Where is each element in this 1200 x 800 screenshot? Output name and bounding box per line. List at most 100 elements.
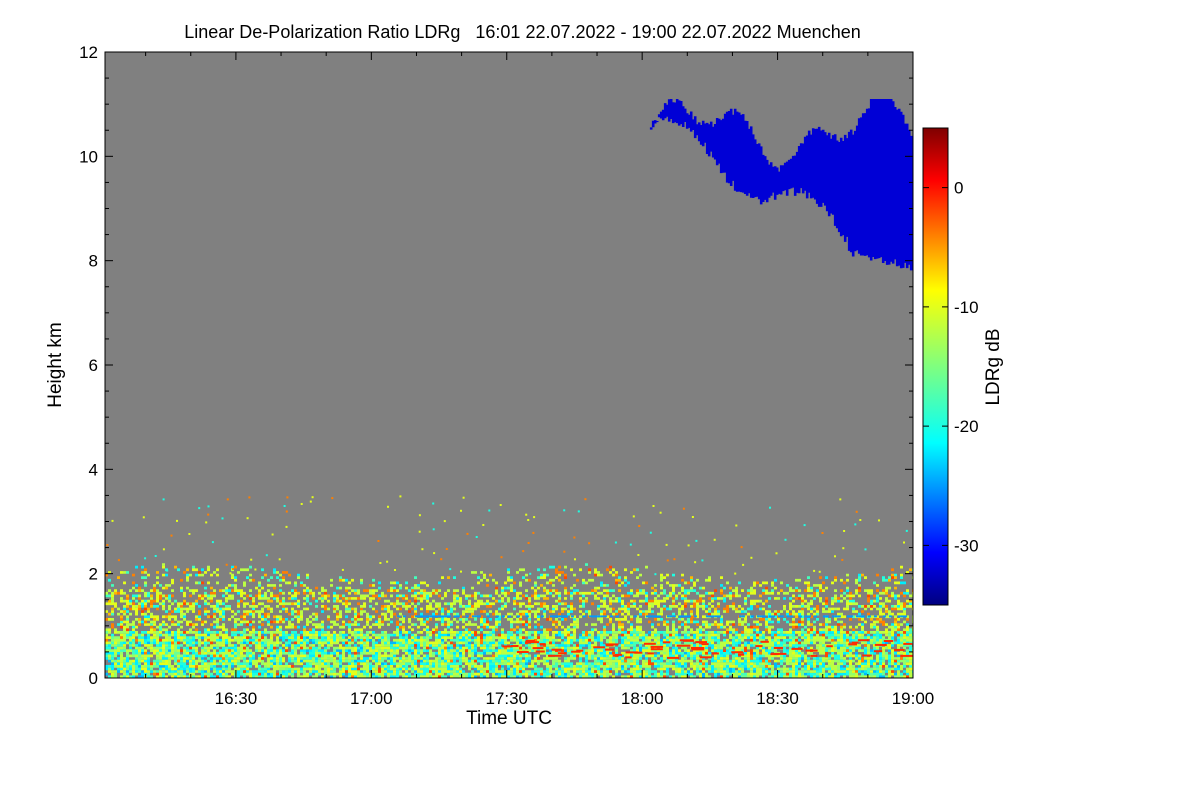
layer-line-point	[741, 615, 745, 618]
layer-line-point	[591, 615, 595, 618]
layer-line-point	[759, 615, 763, 618]
layer-line-point	[477, 615, 481, 618]
sparse-point	[285, 510, 288, 513]
red-streak	[701, 643, 709, 646]
speckle-layer	[105, 565, 909, 678]
red-streak	[894, 648, 905, 651]
sparse-point	[532, 531, 535, 534]
sparse-point	[386, 560, 389, 563]
red-streak	[634, 651, 643, 654]
upper-cloud	[649, 99, 913, 271]
layer-line-point	[555, 615, 559, 618]
sparse-point	[859, 519, 862, 521]
sparse-point	[443, 520, 446, 523]
layer-line-point	[822, 615, 826, 618]
colorbar-label: LDRg dB	[983, 328, 1004, 406]
layer-line-point	[417, 615, 421, 618]
colorbar	[922, 127, 949, 606]
layer-line-point	[525, 615, 529, 618]
sparse-point	[418, 514, 421, 517]
sparse-point	[573, 536, 576, 539]
sparse-point	[818, 570, 821, 573]
layer-line-point	[771, 615, 775, 618]
sparse-point	[166, 569, 169, 572]
sparse-point	[205, 521, 208, 524]
sparse-point	[649, 531, 652, 534]
sparse-point	[533, 516, 536, 519]
y-tick-label: 8	[89, 252, 98, 271]
layer-line-point	[456, 615, 460, 618]
sparse-point	[432, 502, 435, 505]
layer-line-point	[471, 615, 475, 618]
sparse-point	[162, 498, 165, 501]
red-streak	[760, 640, 769, 643]
sparse-point	[300, 503, 303, 505]
y-tick-label: 6	[89, 356, 98, 375]
layer-line-point	[717, 615, 721, 618]
sparse-point	[232, 568, 235, 570]
sparse-point	[142, 516, 145, 519]
sparse-point	[488, 509, 491, 512]
layer-line-point	[684, 615, 688, 618]
sparse-point	[588, 542, 591, 545]
layer-line-point	[465, 615, 469, 618]
sparse-point	[637, 554, 640, 556]
axes: 16:30 17:00 17:30 18:00 18:30 19:00 0 2 4 6 8 10 12	[79, 43, 934, 708]
red-streak	[525, 639, 535, 642]
y-tick-label: 2	[89, 565, 98, 584]
sparse-point	[522, 550, 525, 553]
layer-line-point	[855, 615, 859, 618]
colorbar-tick-label: -30	[954, 536, 979, 555]
red-streak	[695, 641, 707, 644]
sparse-point	[574, 558, 576, 561]
red-streak	[879, 644, 887, 646]
layer-line-point	[597, 615, 601, 618]
red-streak	[557, 652, 567, 655]
red-streak	[532, 647, 544, 650]
red-streak	[605, 643, 619, 646]
sparse-point	[387, 505, 389, 508]
sparse-point	[740, 546, 743, 549]
sparse-point	[283, 505, 286, 507]
sparse-point	[854, 523, 857, 526]
sparse-point	[309, 500, 312, 503]
layer-line-point	[426, 615, 430, 618]
sparse-point	[742, 563, 745, 566]
red-streak	[604, 648, 615, 651]
sparse-point	[784, 538, 787, 541]
sparse-point	[394, 569, 396, 571]
red-streak	[791, 647, 803, 650]
sparse-point	[198, 507, 201, 510]
layer-line-point	[693, 615, 697, 618]
sparse-point	[691, 516, 694, 518]
layer-line-point	[516, 615, 520, 618]
layer-line-point	[789, 615, 793, 618]
sparse-point	[226, 498, 229, 501]
layer-line-point	[423, 615, 427, 618]
sparse-point	[629, 543, 632, 546]
layer-line-point	[588, 615, 592, 618]
sparse-point	[311, 496, 314, 499]
layer-line-point	[561, 615, 565, 618]
layer-line-point	[705, 615, 709, 618]
layer-line-point	[444, 615, 448, 618]
layer-line-point	[432, 615, 436, 618]
red-streak	[862, 654, 872, 657]
sparse-point	[842, 547, 845, 550]
layer-line-point	[900, 615, 904, 618]
layer-line-point	[558, 615, 562, 618]
speckle-layer	[105, 631, 913, 678]
red-streak	[643, 642, 656, 645]
x-tick-label: 17:30	[485, 689, 528, 708]
sparse-point	[499, 504, 502, 506]
layer-line-point	[651, 615, 655, 618]
layer-line-point	[687, 615, 691, 618]
sparse-point	[170, 534, 173, 537]
sparse-point	[225, 563, 228, 566]
layer-line-point	[609, 615, 613, 618]
sparse-point	[666, 559, 669, 562]
x-tick-label: 18:30	[756, 689, 799, 708]
red-streak	[525, 641, 540, 644]
sparse-point	[460, 509, 462, 512]
layer-line-point	[564, 615, 568, 618]
